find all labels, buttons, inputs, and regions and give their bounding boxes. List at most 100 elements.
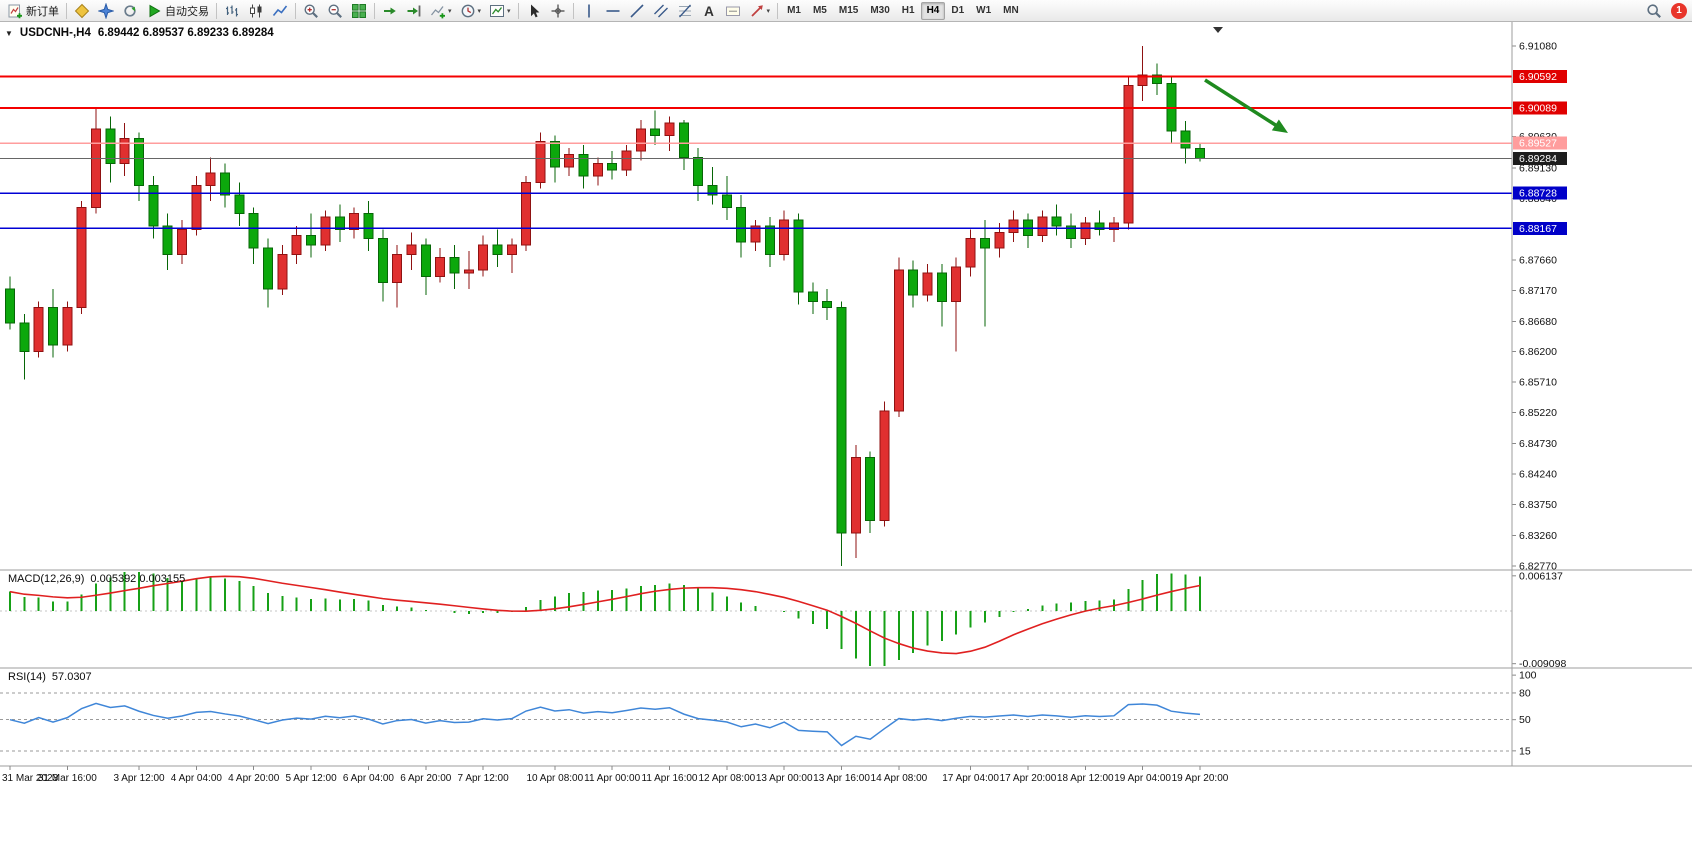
price-tick-label: 6.86200 xyxy=(1519,346,1557,358)
toolbar: 新订单 自动交易 ▾ ▾ ▾ A ▾ M1 M5 M15 M30 H1 H4 D1 W1 MN 1 xyxy=(0,0,1692,22)
crosshair-button[interactable] xyxy=(546,1,570,21)
macd-signal-line xyxy=(9,575,1201,655)
candle xyxy=(248,207,259,264)
price-axis[interactable]: 6.910806.896306.891306.886406.876606.871… xyxy=(1512,41,1557,573)
refresh-button[interactable] xyxy=(118,1,142,21)
time-tick-label: 18 Apr 12:00 xyxy=(1057,773,1114,784)
periods-button[interactable]: ▾ xyxy=(456,1,486,21)
fibonacci-button[interactable] xyxy=(673,1,697,21)
chart-candles-button[interactable] xyxy=(244,1,268,21)
candle xyxy=(922,263,933,302)
timeframe-MN[interactable]: MN xyxy=(1003,5,1019,16)
zoom-out-button[interactable] xyxy=(323,1,347,21)
notification-badge[interactable]: 1 xyxy=(1671,2,1687,19)
play-icon xyxy=(146,3,162,19)
trendline-icon xyxy=(629,3,645,19)
time-tick-label: 6 Apr 04:00 xyxy=(343,773,395,784)
candle xyxy=(822,288,833,321)
time-tick-label: 17 Apr 20:00 xyxy=(1000,773,1057,784)
candles-layer[interactable] xyxy=(5,46,1205,566)
price-badge: 6.88728 xyxy=(1513,186,1567,200)
candle xyxy=(1137,46,1148,102)
timeframe-M1[interactable]: M1 xyxy=(787,5,801,16)
candle xyxy=(19,313,30,380)
macd-axis-label: 0.006137 xyxy=(1519,570,1563,582)
price-tick-label: 6.87660 xyxy=(1519,255,1557,267)
vertical-line-button[interactable] xyxy=(577,1,601,21)
price-tick-label: 6.83750 xyxy=(1519,499,1557,511)
new-order-icon xyxy=(7,3,23,19)
zoom-in-button[interactable] xyxy=(299,1,323,21)
candle xyxy=(836,301,847,566)
candle xyxy=(177,219,188,264)
chart-line-button[interactable] xyxy=(268,1,292,21)
candle xyxy=(1180,121,1191,164)
candle xyxy=(392,244,403,308)
candle xyxy=(162,213,173,271)
candle xyxy=(736,194,747,258)
chart-shift-button[interactable] xyxy=(402,1,426,21)
rsi-axis-label: 80 xyxy=(1519,687,1531,699)
navigator-icon xyxy=(98,2,114,19)
cursor-button[interactable] xyxy=(522,1,546,21)
text-button[interactable]: A xyxy=(697,1,721,21)
new-order-button[interactable]: 新订单 xyxy=(3,1,63,21)
candle xyxy=(592,157,603,186)
zoom-in-icon xyxy=(303,3,319,19)
arrows-icon xyxy=(749,3,765,19)
templates-button[interactable]: ▾ xyxy=(485,1,515,21)
market-watch-button[interactable] xyxy=(70,1,94,21)
chart-bars-button[interactable] xyxy=(220,1,244,21)
market-watch-icon xyxy=(74,3,90,19)
search-button[interactable] xyxy=(1642,1,1666,21)
candle xyxy=(965,229,976,277)
autotrading-button[interactable]: 自动交易 xyxy=(142,1,213,21)
timeframe-H1[interactable]: H1 xyxy=(901,5,915,16)
crosshair-icon xyxy=(550,3,566,19)
candle xyxy=(535,132,546,189)
chart-canvas[interactable]: 6.910806.896306.891306.886406.876606.871… xyxy=(0,22,1692,849)
timeframe-H4[interactable]: H4 xyxy=(920,1,946,20)
timeframe-M5[interactable]: M5 xyxy=(812,5,827,16)
trend-arrow[interactable] xyxy=(1204,78,1288,133)
indicators-button[interactable]: ▾ xyxy=(426,1,456,21)
auto-scroll-button[interactable] xyxy=(378,1,402,21)
time-tick-label: 13 Apr 16:00 xyxy=(813,773,870,784)
candle xyxy=(463,251,474,289)
time-tick-label: 3 Apr 12:00 xyxy=(113,773,165,784)
svg-text:6.90089: 6.90089 xyxy=(1519,103,1557,115)
chart-shift-marker[interactable] xyxy=(1213,27,1223,33)
channel-button[interactable] xyxy=(649,1,673,21)
candle xyxy=(893,257,904,418)
svg-text:A: A xyxy=(704,3,714,18)
candle xyxy=(879,401,890,527)
trendline-button[interactable] xyxy=(625,1,649,21)
time-tick-label: 13 Apr 00:00 xyxy=(756,773,813,784)
timeframe-M15[interactable]: M15 xyxy=(838,5,859,16)
chart-bars-icon xyxy=(224,3,240,19)
chevron-down-icon: ▾ xyxy=(448,7,452,15)
candle xyxy=(1151,63,1162,95)
candle xyxy=(650,110,661,145)
navigator-button[interactable] xyxy=(94,1,118,21)
candle xyxy=(320,210,331,252)
timeframe-W1[interactable]: W1 xyxy=(976,5,992,16)
timeframe-M30[interactable]: M30 xyxy=(870,5,890,16)
tile-windows-button[interactable] xyxy=(347,1,371,21)
chevron-down-icon: ▾ xyxy=(477,7,482,15)
horizontal-line-button[interactable] xyxy=(601,1,625,21)
fibo-icon xyxy=(677,3,693,19)
macd-axis[interactable]: 0.006137 -0.009098 xyxy=(1512,570,1566,670)
cursor-icon xyxy=(526,3,542,19)
label-button[interactable] xyxy=(721,1,745,21)
arrows-button[interactable]: ▾ xyxy=(745,1,775,21)
time-tick-label: 4 Apr 20:00 xyxy=(228,773,280,784)
collapse-chart-icon[interactable]: ▼ xyxy=(5,28,13,38)
vline-icon xyxy=(581,3,597,19)
rsi-axis[interactable]: 100 80 50 15 xyxy=(1512,670,1537,758)
timeframe-D1[interactable]: D1 xyxy=(951,5,965,16)
chart-line-icon xyxy=(272,3,288,19)
refresh-icon xyxy=(122,3,138,19)
candle xyxy=(420,238,431,296)
